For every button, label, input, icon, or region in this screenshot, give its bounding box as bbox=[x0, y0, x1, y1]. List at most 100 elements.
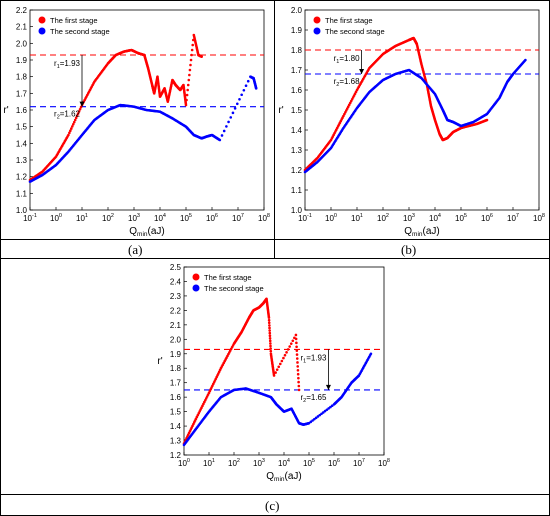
y-tick-label: 1.1 bbox=[16, 189, 28, 198]
y-tick-label: 2.0 bbox=[16, 39, 28, 48]
y-tick-label: 2.1 bbox=[170, 321, 182, 330]
y-tick-label: 1.0 bbox=[291, 206, 303, 215]
data-point bbox=[218, 138, 222, 142]
legend-label: The second stage bbox=[325, 27, 385, 36]
x-tick-label: 103 bbox=[403, 213, 415, 223]
data-point bbox=[268, 331, 272, 335]
y-tick-label: 1.2 bbox=[16, 173, 28, 182]
x-tick-label: 108 bbox=[378, 458, 390, 468]
x-tick-label: 103 bbox=[128, 213, 140, 223]
y-tick-label: 1.8 bbox=[16, 73, 28, 82]
data-point bbox=[186, 88, 189, 92]
data-point bbox=[78, 107, 82, 111]
data-point bbox=[70, 127, 73, 130]
data-point bbox=[321, 411, 325, 414]
data-point bbox=[288, 345, 291, 348]
x-tick-label: 108 bbox=[258, 213, 270, 223]
x-tick-label: 108 bbox=[533, 213, 545, 223]
data-point bbox=[268, 339, 272, 343]
data-point bbox=[272, 374, 276, 377]
x-tick-label: 102 bbox=[228, 458, 240, 468]
y-tick-label: 1.2 bbox=[170, 451, 182, 460]
data-point bbox=[70, 125, 74, 128]
data-point bbox=[307, 421, 311, 425]
data-point bbox=[320, 412, 323, 416]
x-tick-label: 104 bbox=[278, 458, 290, 468]
data-point bbox=[318, 413, 322, 417]
x-tick-label: 105 bbox=[455, 213, 467, 223]
y-axis-label: r' bbox=[278, 105, 283, 116]
data-point bbox=[246, 79, 250, 83]
legend-marker bbox=[38, 27, 46, 35]
x-tick-label: 10-1 bbox=[23, 213, 37, 223]
data-point bbox=[227, 120, 230, 124]
panel-label-b: (b) bbox=[401, 242, 417, 257]
data-point bbox=[309, 420, 313, 424]
data-point bbox=[296, 368, 300, 372]
data-point bbox=[297, 384, 301, 388]
r2-label: r2=1.68 bbox=[334, 77, 361, 88]
data-point bbox=[267, 321, 271, 325]
y-tick-label: 1.9 bbox=[16, 56, 28, 65]
x-tick-label: 101 bbox=[351, 213, 363, 223]
r1-label: r1=1.93 bbox=[54, 59, 81, 70]
data-point bbox=[269, 342, 272, 345]
data-point bbox=[282, 356, 285, 360]
data-point bbox=[268, 326, 271, 330]
data-point bbox=[231, 111, 235, 115]
y-tick-label: 1.7 bbox=[170, 379, 182, 388]
x-tick-label: 101 bbox=[76, 213, 88, 223]
plot-area bbox=[304, 9, 540, 211]
y-tick-label: 1.8 bbox=[291, 46, 303, 55]
x-tick-label: 106 bbox=[481, 213, 493, 223]
y-tick-label: 2.0 bbox=[291, 6, 303, 15]
data-point bbox=[185, 98, 188, 102]
x-tick-label: 104 bbox=[429, 213, 441, 223]
y-tick-label: 1.6 bbox=[291, 86, 303, 95]
r2-label: r2=1.65 bbox=[300, 393, 327, 404]
data-point bbox=[186, 83, 190, 87]
y-tick-label: 2.2 bbox=[170, 306, 182, 315]
x-tick-label: 107 bbox=[507, 213, 519, 223]
y-tick-label: 1.3 bbox=[16, 156, 28, 165]
data-point bbox=[225, 125, 228, 128]
r1-label: r1=1.93 bbox=[300, 353, 327, 364]
legend-marker bbox=[192, 273, 200, 281]
y-tick-label: 1.3 bbox=[170, 437, 182, 446]
data-point bbox=[267, 316, 271, 319]
divider-vertical bbox=[274, 0, 275, 258]
data-point bbox=[485, 118, 489, 122]
data-point bbox=[296, 372, 300, 376]
data-point bbox=[283, 353, 287, 357]
data-point bbox=[187, 78, 191, 82]
data-point bbox=[69, 129, 72, 133]
data-point bbox=[296, 365, 300, 368]
legend-marker bbox=[192, 284, 200, 292]
x-tick-label: 101 bbox=[203, 458, 215, 468]
data-point bbox=[295, 341, 298, 345]
data-point bbox=[277, 365, 281, 369]
y-tick-label: 1.5 bbox=[291, 106, 303, 115]
x-tick-label: 105 bbox=[180, 213, 192, 223]
data-point bbox=[294, 333, 298, 337]
data-point bbox=[189, 58, 193, 62]
data-point bbox=[229, 116, 233, 119]
data-point bbox=[200, 55, 203, 58]
chart-c: 1.2 1.3 1.4 1.5 1.6 1.7 1.8 1.9 2.0 2.1 2.2 2.3 2.4 2… bbox=[157, 263, 390, 483]
y-tick-label: 1.5 bbox=[16, 123, 28, 132]
data-point bbox=[189, 63, 192, 67]
data-point bbox=[73, 118, 77, 122]
data-point bbox=[269, 344, 272, 348]
y-tick-label: 1.8 bbox=[170, 364, 182, 373]
x-axis-label: Qmin(aJ) bbox=[129, 226, 165, 238]
r2-label: r2=1.62 bbox=[54, 110, 81, 121]
y-tick-label: 2.4 bbox=[170, 277, 182, 286]
data-point bbox=[190, 48, 194, 52]
data-point bbox=[313, 417, 316, 421]
data-point bbox=[289, 342, 293, 345]
y-tick-label: 1.6 bbox=[170, 393, 182, 402]
annotation-arrowhead bbox=[359, 69, 365, 74]
data-point bbox=[269, 349, 273, 353]
data-point bbox=[316, 415, 320, 418]
data-point bbox=[220, 134, 224, 137]
